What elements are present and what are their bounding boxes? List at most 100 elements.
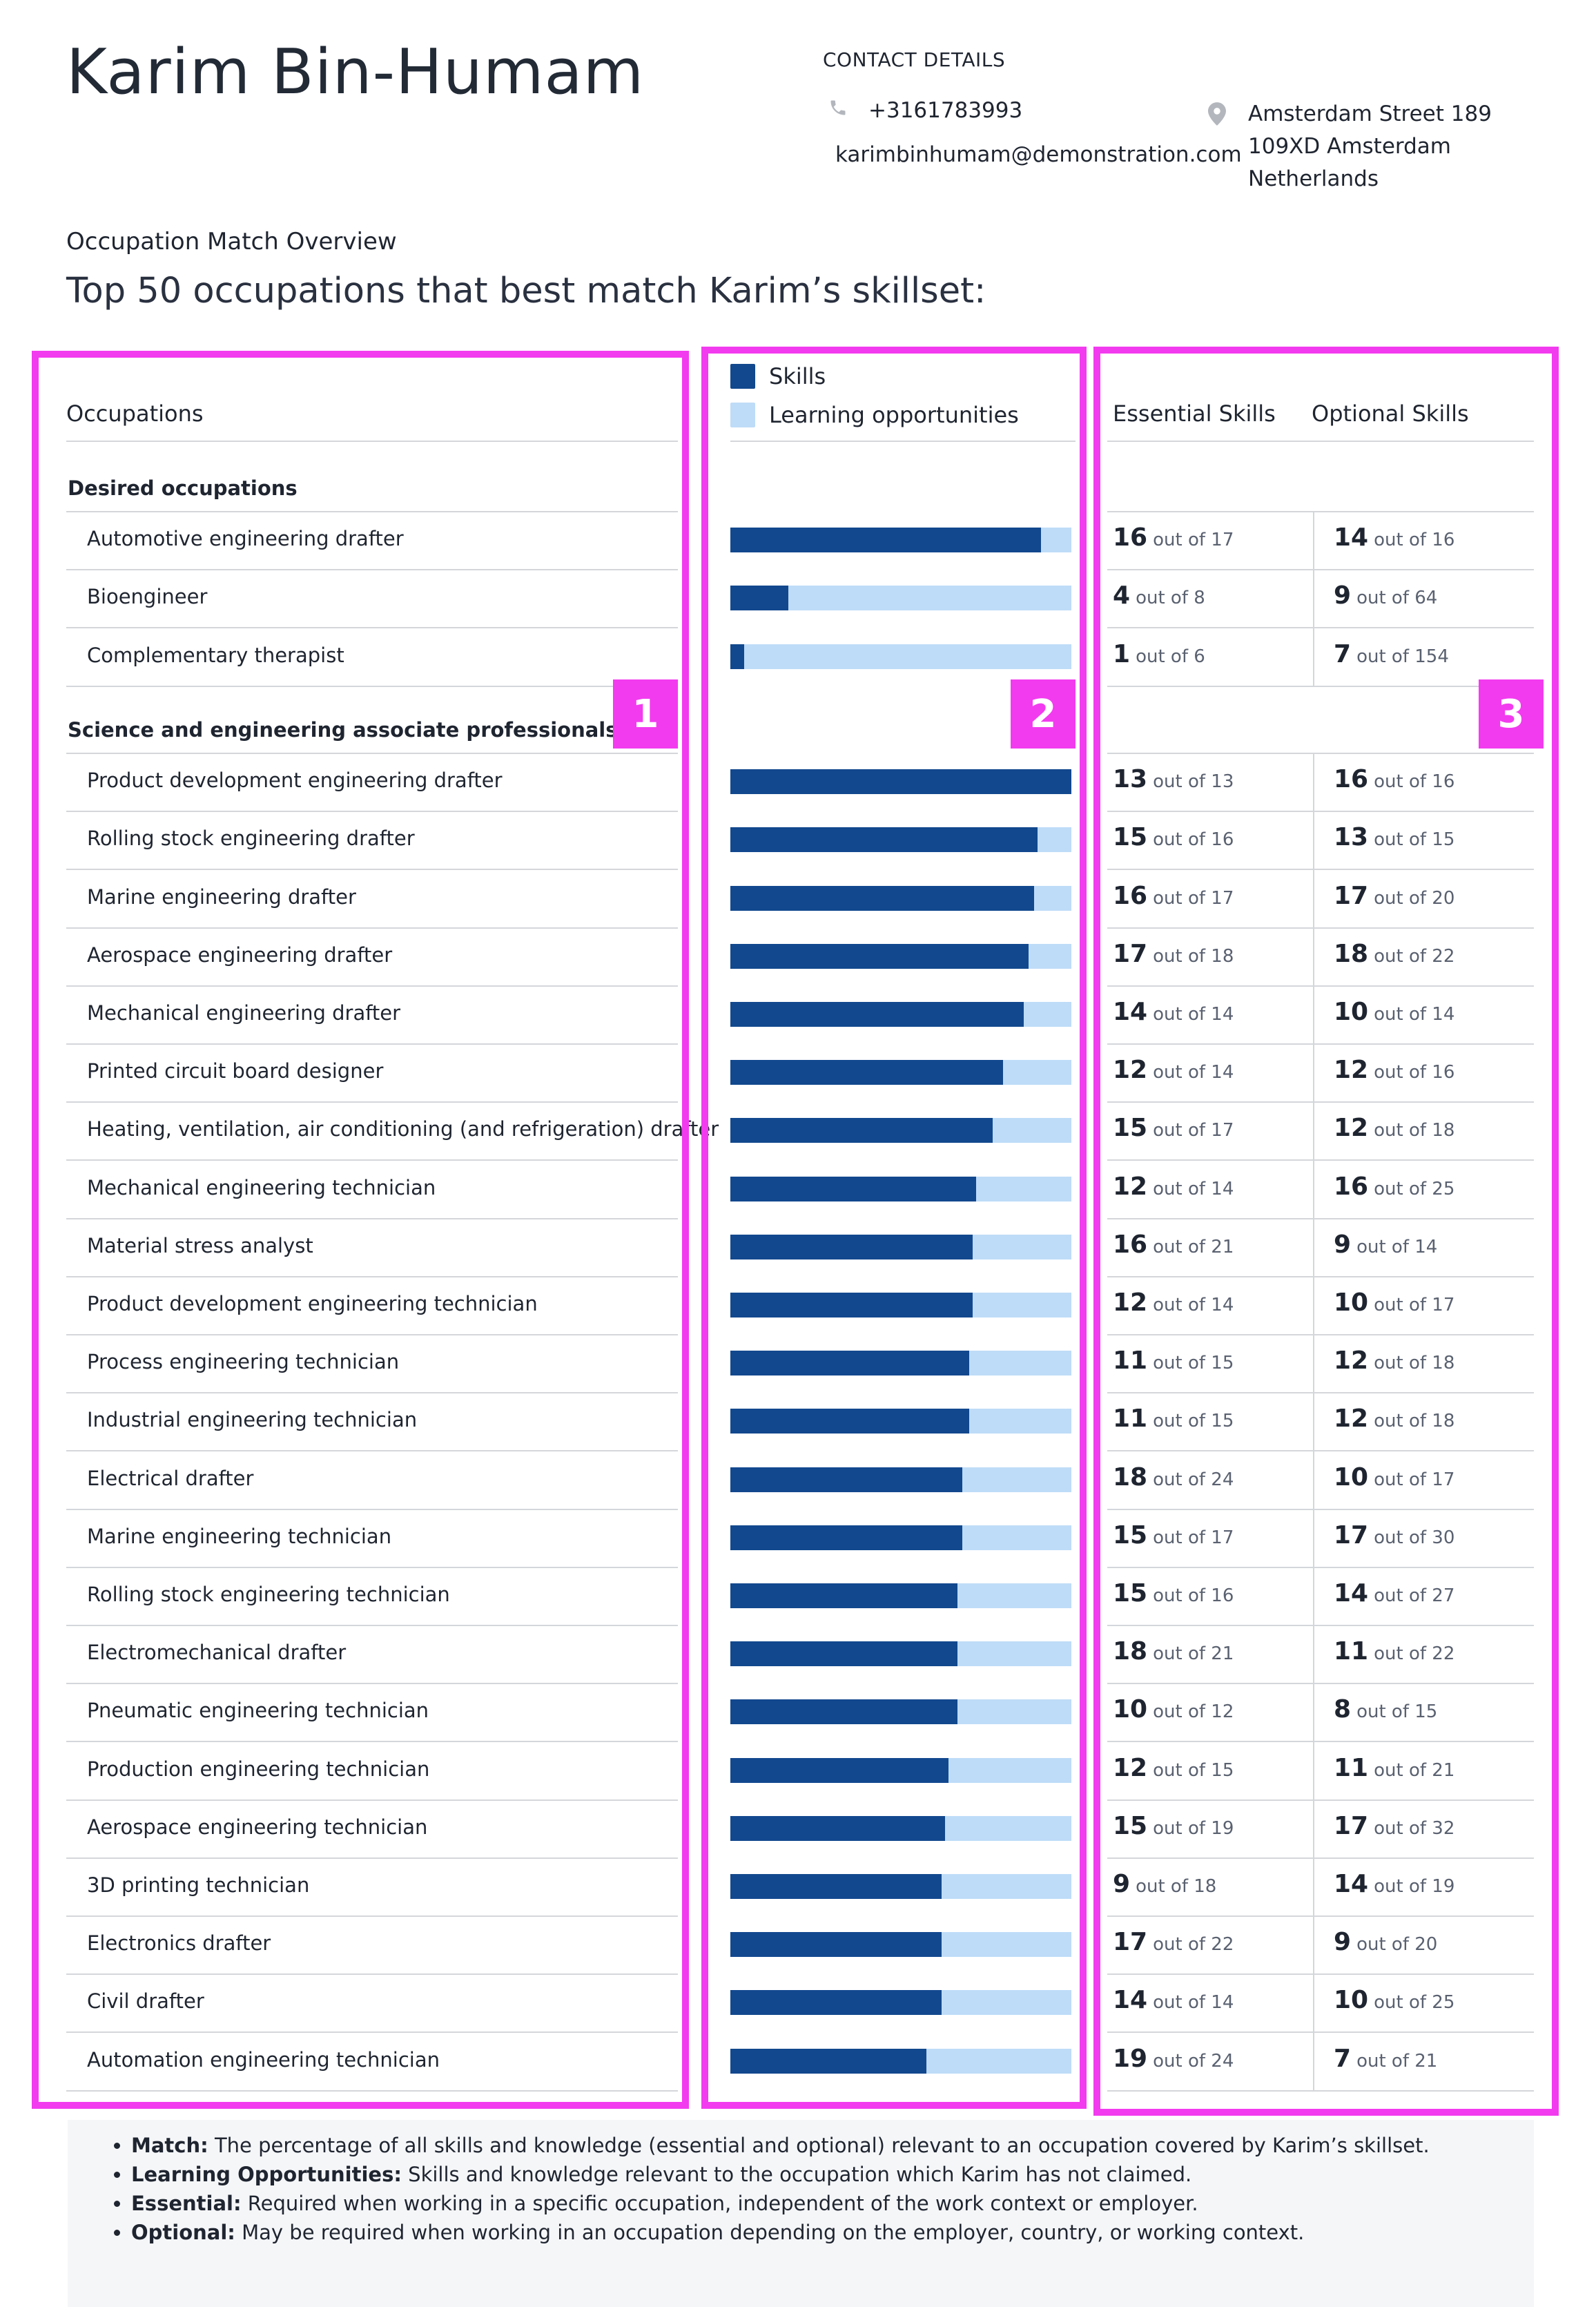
occupation-name: Aerospace engineering drafter (87, 943, 393, 967)
optional-skills-count-value: 8 (1334, 1695, 1352, 1724)
essential-skills-count-total: out of 8 (1136, 588, 1205, 609)
row-rule (66, 2031, 678, 2034)
match-bar (730, 1409, 1071, 1434)
essential-skills-count-value: 12 (1113, 1172, 1148, 1201)
match-bar-skills-fill (730, 1467, 962, 1492)
optional-skills-count: 14 out of 16 (1334, 523, 1454, 552)
header-rule (1107, 441, 1534, 442)
contact-email[interactable]: karimbinhumam@demonstration.com (835, 142, 1242, 167)
match-bar (730, 1525, 1071, 1550)
optional-skills-count-value: 9 (1334, 581, 1352, 610)
occupation-name: Rolling stock engineering technician (87, 1582, 450, 1606)
row-rule (66, 1450, 678, 1452)
optional-skills-count-total: out of 18 (1374, 1353, 1455, 1374)
optional-skills-count-value: 17 (1334, 1521, 1369, 1550)
note-text: May be required when working in an occup… (235, 2221, 1305, 2244)
match-bar-skills-fill (730, 943, 1029, 969)
group-rule (1107, 753, 1534, 754)
match-bar-skills-fill (730, 1409, 969, 1434)
phone-icon (828, 98, 848, 123)
match-bar (730, 1641, 1071, 1667)
match-bar (730, 1757, 1071, 1783)
optional-skills-count-value: 12 (1334, 1114, 1369, 1143)
occupation-name: 3D printing technician (87, 1873, 310, 1897)
match-bar-skills-fill (730, 1815, 946, 1841)
occupation-name: Automotive engineering drafter (87, 527, 404, 551)
optional-skills-count-total: out of 18 (1374, 1120, 1455, 1141)
row-rule (66, 1625, 678, 1626)
highlight-box-occupations (32, 351, 689, 2109)
occupation-name: Production engineering technician (87, 1757, 430, 1781)
optional-skills-count: 10 out of 25 (1334, 1986, 1454, 2014)
essential-skills-count-total: out of 18 (1153, 945, 1234, 967)
highlight-box-skills (1093, 347, 1559, 2116)
optional-skills-count: 12 out of 16 (1334, 1056, 1454, 1084)
row-rule (66, 869, 678, 871)
match-bar-skills-fill (730, 1292, 973, 1317)
occupation-name: Marine engineering drafter (87, 885, 356, 909)
optional-skills-count: 10 out of 17 (1334, 1463, 1454, 1492)
optional-skills-count: 12 out of 18 (1334, 1114, 1454, 1142)
optional-skills-count-total: out of 15 (1356, 1701, 1438, 1723)
optional-skills-count-value: 10 (1334, 1288, 1369, 1317)
optional-skills-count-value: 9 (1334, 1928, 1352, 1957)
match-bar (730, 644, 1071, 669)
optional-skills-count-total: out of 18 (1374, 1411, 1455, 1432)
optional-skills-count-value: 14 (1334, 523, 1369, 552)
optional-skills-count: 10 out of 14 (1334, 998, 1454, 1026)
header-occupations: Occupations (66, 400, 204, 427)
match-bar (730, 1351, 1071, 1376)
optional-skills-count-total: out of 16 (1374, 1062, 1455, 1083)
essential-skills-count: 13 out of 13 (1113, 765, 1234, 793)
essential-skills-count-total: out of 24 (1153, 2050, 1234, 2072)
candidate-name: Karim Bin-Humam (66, 36, 645, 108)
essential-skills-count: 16 out of 21 (1113, 1230, 1234, 1259)
optional-skills-count-value: 12 (1334, 1056, 1369, 1085)
match-bar-skills-fill (730, 885, 1034, 911)
note-term: Learning Opportunities: (131, 2163, 402, 2186)
essential-skills-count-total: out of 18 (1136, 1875, 1217, 1897)
row-rule (66, 627, 678, 629)
essential-skills-count-value: 18 (1113, 1637, 1148, 1666)
match-bar (730, 1990, 1071, 2016)
optional-skills-count-value: 17 (1334, 881, 1369, 910)
essential-skills-count-value: 14 (1113, 997, 1148, 1026)
row-rule (66, 1159, 678, 1161)
match-bar-skills-fill (730, 1583, 957, 1608)
row-rule (1107, 1683, 1534, 1685)
optional-skills-count-value: 13 (1334, 823, 1369, 852)
optional-skills-count-total: out of 20 (1356, 1934, 1438, 1956)
row-rule (1107, 869, 1534, 871)
match-bar (730, 885, 1071, 911)
essential-skills-count-value: 18 (1113, 1463, 1148, 1492)
essential-skills-count-total: out of 14 (1153, 1062, 1234, 1083)
group-rule (66, 511, 678, 512)
match-bar-skills-fill (730, 1234, 973, 1259)
row-rule (1107, 1217, 1534, 1219)
contact-phone[interactable]: +3161783993 (828, 98, 1022, 123)
row-rule (1107, 1101, 1534, 1103)
optional-skills-count: 11 out of 21 (1334, 1754, 1454, 1782)
row-rule (66, 1566, 678, 1568)
header-essential: Essential Skills (1113, 400, 1276, 427)
essential-skills-count-value: 11 (1113, 1405, 1148, 1434)
row-rule (1107, 569, 1534, 571)
optional-skills-count-total: out of 22 (1374, 1643, 1455, 1665)
occupation-name: Marine engineering technician (87, 1524, 392, 1548)
optional-skills-count-total: out of 32 (1374, 1817, 1455, 1839)
optional-skills-count: 17 out of 20 (1334, 882, 1454, 910)
legend-skills: Skills (730, 363, 826, 389)
optional-skills-count-value: 14 (1334, 1869, 1369, 1898)
occupation-name: Electrical drafter (87, 1466, 254, 1490)
optional-skills-count: 18 out of 22 (1334, 940, 1454, 968)
optional-skills-count-value: 14 (1334, 1579, 1369, 1608)
essential-skills-count-value: 15 (1113, 1114, 1148, 1143)
row-rule (1107, 685, 1534, 687)
row-rule (1107, 1508, 1534, 1510)
occupation-name: Electromechanical drafter (87, 1641, 347, 1665)
essential-skills-count-total: out of 17 (1153, 530, 1234, 551)
address-line-2: 109XD Amsterdam (1248, 134, 1451, 159)
essential-skills-count-total: out of 17 (1153, 1120, 1234, 1141)
essential-skills-count: 14 out of 14 (1113, 1986, 1234, 2014)
row-rule (1107, 927, 1534, 929)
